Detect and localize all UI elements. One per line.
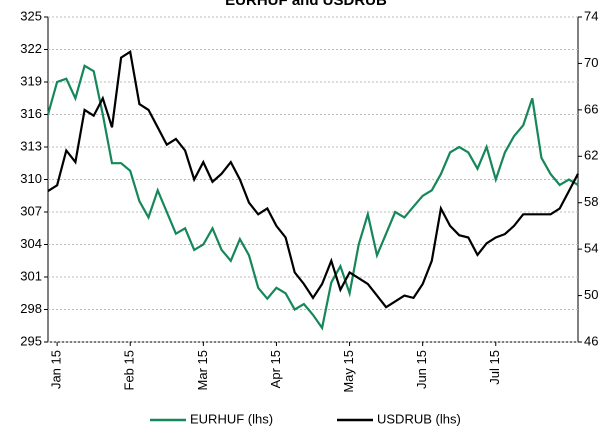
- x-tick-label: Jan 15: [49, 350, 64, 389]
- y-tick-label: 301: [20, 268, 42, 283]
- x-tick-label: Jun 15: [414, 350, 429, 389]
- y2-tick-label: 66: [584, 101, 598, 116]
- x-tick-label: Jul 15: [487, 350, 502, 385]
- y2-tick-label: 58: [584, 194, 598, 209]
- y2-tick-label: 46: [584, 333, 598, 348]
- x-tick-label: Mar 15: [195, 350, 210, 390]
- y-tick-label: 304: [20, 236, 42, 251]
- legend-label: USDRUB (lhs): [377, 411, 461, 426]
- y-tick-label: 307: [20, 203, 42, 218]
- y2-tick-label: 70: [584, 55, 598, 70]
- x-tick-label: Apr 15: [268, 350, 283, 388]
- y-tick-label: 295: [20, 333, 42, 348]
- chart-title: EURHUF and USDRUB: [225, 0, 387, 9]
- y2-tick-label: 62: [584, 148, 598, 163]
- legend-label: EURHUF (lhs): [190, 411, 273, 426]
- y-tick-label: 322: [20, 41, 42, 56]
- y2-tick-label: 54: [584, 241, 598, 256]
- x-tick-label: May 15: [341, 350, 356, 393]
- y-tick-label: 313: [20, 138, 42, 153]
- x-tick-label: Feb 15: [122, 350, 137, 390]
- y-tick-label: 310: [20, 171, 42, 186]
- series-line: [47, 49, 579, 309]
- y-tick-label: 316: [20, 106, 42, 121]
- y-tick-label: 319: [20, 73, 42, 88]
- y-tick-label: 298: [20, 301, 42, 316]
- series-line: [46, 64, 579, 331]
- y-tick-label: 325: [20, 8, 42, 23]
- y2-tick-label: 50: [584, 287, 598, 302]
- y2-tick-label: 74: [584, 8, 598, 23]
